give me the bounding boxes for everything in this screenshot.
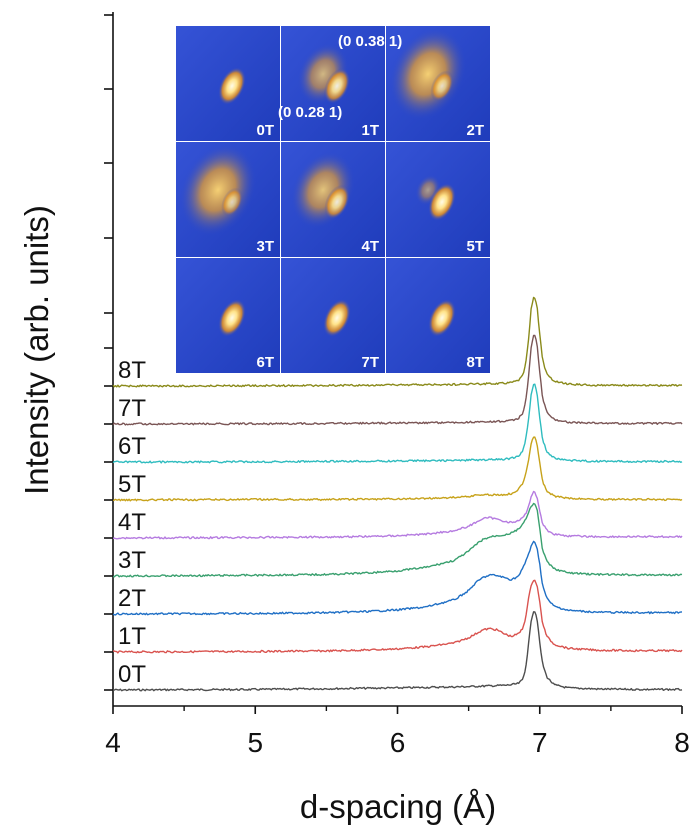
inset-panel-label: 0T	[256, 122, 274, 139]
series-label-7T: 7T	[118, 395, 146, 422]
inset-panel-7T: 7T	[281, 258, 385, 373]
inset-panel-3T: 3T	[176, 142, 280, 257]
series-line-3T	[112, 502, 683, 578]
series-line-8T	[112, 296, 683, 388]
y-axis-label: Intensity (arb. units)	[18, 205, 55, 495]
inset-panel-2T: 2T	[386, 26, 490, 141]
series-label-1T: 1T	[118, 623, 146, 650]
series-label-3T: 3T	[118, 547, 146, 574]
x-tick-label: 5	[247, 727, 263, 758]
x-tick-label: 6	[390, 727, 406, 758]
inset-panel-5T: 5T	[386, 142, 490, 257]
series-line-2T	[112, 540, 683, 616]
plot-frame	[104, 12, 682, 707]
series-label-4T: 4T	[118, 509, 146, 536]
series-label-6T: 6T	[118, 433, 146, 460]
inset-panel-4T: 4T	[281, 142, 385, 257]
series-label-5T: 5T	[118, 471, 146, 498]
inset-panel-label: 3T	[256, 238, 274, 255]
series-line-1T	[113, 579, 683, 654]
series-line-6T	[112, 383, 683, 464]
series-label-0T: 0T	[118, 661, 146, 688]
series-line-5T	[112, 436, 683, 502]
x-tick-label: 8	[674, 727, 690, 758]
x-axis-ticks: 4 5 6 7 8	[105, 706, 690, 758]
x-tick-label: 4	[105, 727, 121, 758]
bragg-spot	[218, 67, 246, 105]
diffuse-peak	[389, 27, 467, 121]
bragg-spot	[323, 299, 351, 337]
inset-panel-label: 5T	[466, 238, 484, 255]
bragg-spot	[428, 183, 456, 221]
inset-panel-label: 1T	[361, 122, 379, 139]
inset-panel-6T: 6T	[176, 258, 280, 373]
inset-panel-1T: 1T	[281, 26, 385, 141]
inset-panel-label: 6T	[256, 354, 274, 371]
x-tick-label: 7	[532, 727, 548, 758]
x-axis-label: d-spacing (Å)	[300, 788, 496, 825]
diffraction-inset: 0T 1T 2T 3T 4T 5T 6T 7T 8T (0 0.38 1) (0 0.28 1)	[176, 26, 490, 373]
bragg-spot	[428, 299, 456, 337]
series-line-0T	[112, 611, 683, 692]
series-label-8T: 8T	[118, 357, 146, 384]
series-line-4T	[112, 490, 683, 540]
inset-panel-label: 4T	[361, 238, 379, 255]
inset-annotation-0-0.28-1: (0 0.28 1)	[278, 104, 342, 121]
bragg-spot	[324, 184, 350, 220]
inset-panel-label: 7T	[361, 354, 379, 371]
trace-labels: 0T 1T 2T 3T 4T 5T 6T 7T 8T	[118, 357, 146, 688]
bragg-spot	[323, 68, 351, 104]
inset-panel-label: 2T	[466, 122, 484, 139]
bragg-spot	[430, 70, 454, 102]
diffuse-peak	[179, 143, 257, 237]
bragg-spot	[218, 299, 246, 337]
inset-panel-0T: 0T	[176, 26, 280, 141]
series-layer	[112, 296, 683, 692]
series-line-7T	[112, 334, 683, 426]
inset-annotation-0-0.38-1: (0 0.38 1)	[338, 33, 402, 50]
series-label-2T: 2T	[118, 585, 146, 612]
inset-panel-label: 8T	[466, 354, 484, 371]
inset-panel-8T: 8T	[386, 258, 490, 373]
bragg-spot	[221, 187, 243, 217]
